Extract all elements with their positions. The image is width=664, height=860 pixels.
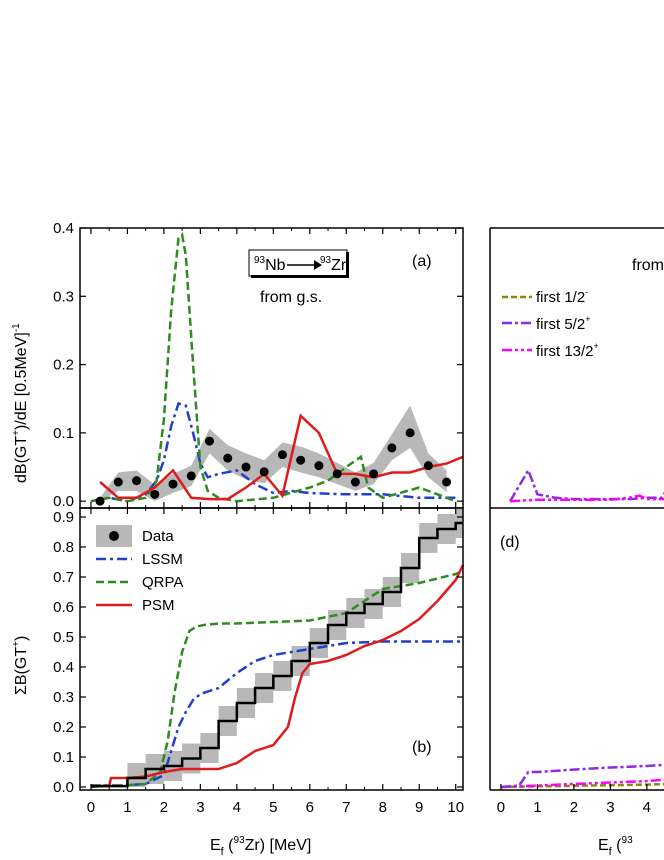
panel-b-ytick-label-9: 0.9 [53, 509, 74, 526]
legend-label-first-13-2: first 13/2+ [536, 341, 599, 360]
panel-b-xtick-label-10: 10 [447, 799, 464, 816]
panel-a-ytick-label-1: 0.1 [53, 425, 74, 442]
panel-b-xtick-label-3: 3 [196, 799, 204, 816]
reaction-to-element: Zr [331, 257, 347, 274]
panel-a-data-point-2 [132, 476, 142, 486]
panel-b-ytick-label-2: 0.2 [53, 719, 74, 736]
panel-a-ytick-label-2: 0.2 [53, 357, 74, 374]
panel-b: 0 1 2 3 4 5 6 7 8 9 10 0.0 0.1 0.2 0.3 0.4 0.5 0.6 0.7 0.8 0… [53, 507, 465, 816]
panel-a-data-point-17 [405, 428, 415, 438]
panel-a-data-point-5 [186, 471, 196, 481]
panel-b-xtick-label-6: 6 [306, 799, 314, 816]
panel-a-ylabel: dB(GT+)/dE [0.5MeV]-1 [11, 323, 30, 483]
panel-b-ytick-label-0: 0.0 [53, 779, 74, 796]
panel-a-data-point-0 [95, 496, 105, 506]
legend-data-marker [109, 531, 119, 541]
panel-b-ytick-label-3: 0.3 [53, 689, 74, 706]
panel-b-xtick-label-4: 4 [233, 799, 241, 816]
x-axis-label: Ef (93Zr) [MeV] [210, 835, 311, 858]
panel-b-xtick-label-9: 9 [415, 799, 423, 816]
panel-b-ytick-label-4: 0.4 [53, 659, 74, 676]
panel-d-xtick-label-0: 0 [497, 799, 505, 816]
right-x-axis-label: Ef (93 [598, 835, 633, 858]
panel-a-ytick-label-3: 0.3 [53, 288, 74, 305]
panel-b-ytick-label-7: 0.7 [53, 569, 74, 586]
reaction-from-element: Nb [265, 257, 286, 274]
panel-d: 0 1 2 3 4 [489, 508, 664, 816]
panel-c-title: from [632, 257, 664, 274]
panel-a-data-point-19 [442, 477, 452, 487]
panel-b-series-qrpa [90, 569, 464, 787]
reaction-box: 93Nb 93Zr [248, 249, 349, 278]
panel-b-ytick-label-5: 0.5 [53, 629, 74, 646]
panel-c-legend: first 1/2- first 5/2+ first 13/2+ [502, 287, 599, 360]
svg-text:93Zr: 93Zr [320, 255, 347, 274]
panel-d-series-first-13-2 [500, 778, 664, 789]
reaction-arrowhead [314, 260, 322, 270]
panel-a-label: (a) [412, 253, 432, 270]
panel-d-xtick-label-1: 1 [533, 799, 541, 816]
panel-d-xtick-label-3: 3 [606, 799, 614, 816]
panel-b-frame [79, 507, 464, 791]
panel-a-data-point-18 [423, 461, 433, 471]
panel-d-label: (d) [500, 534, 520, 551]
panel-a-data-point-4 [168, 479, 178, 489]
panel-a-data-point-12 [314, 461, 324, 471]
legend-label-first-5-2: first 5/2+ [536, 314, 590, 333]
panel-b-ytick-label-6: 0.6 [53, 599, 74, 616]
panel-b-data-steps [90, 521, 463, 788]
legend-label-lssm: LSSM [142, 551, 183, 568]
panel-a-data-point-15 [369, 469, 379, 479]
legend-label-psm: PSM [142, 597, 175, 614]
panel-a-data-point-11 [296, 455, 306, 465]
panel-a-ytick-label-4: 0.4 [53, 220, 74, 237]
panel-c-series-first-13-2 [510, 494, 664, 503]
panel-a-data-band [100, 405, 447, 502]
panel-a-series-qrpa [90, 232, 457, 503]
reaction-from-mass: 93 [254, 255, 266, 266]
panel-a-data-point-7 [223, 453, 233, 463]
panel-a-data-point-14 [350, 477, 360, 487]
panel-a-data-point-16 [387, 443, 397, 453]
legend-label-qrpa: QRPA [142, 574, 183, 591]
legend-label-first-1-2: first 1/2- [536, 287, 588, 306]
panel-a-ytick-label-0: 0.0 [53, 493, 74, 510]
panel-d-xtick-label-4: 4 [643, 799, 651, 816]
panel-b-xtick-label-0: 0 [87, 799, 95, 816]
panel-b-label: (b) [412, 739, 432, 756]
panel-a-data-point-9 [259, 467, 269, 477]
panel-b-xtick-label-8: 8 [379, 799, 387, 816]
panel-b-ytick-label-1: 0.1 [53, 749, 74, 766]
panel-b-data-band-2 [127, 763, 146, 787]
reaction-to-mass: 93 [320, 255, 332, 266]
legend-label-data: Data [142, 528, 174, 545]
panel-b-xtick-label-7: 7 [342, 799, 350, 816]
panel-a-data-point-8 [241, 462, 251, 472]
panel-b-xtick-label-2: 2 [160, 799, 168, 816]
panel-a-data-point-13 [332, 469, 342, 479]
panel-b-legend: Data LSSM QRPA PSM [96, 525, 183, 614]
panel-b-xtick-label-1: 1 [123, 799, 131, 816]
panel-b-ylabel: ΣB(GT+) [11, 636, 30, 695]
panel-b-ytick-label-8: 0.8 [53, 539, 74, 556]
panel-a-data-point-10 [277, 450, 287, 460]
panel-a-series-psm [99, 413, 464, 501]
panel-c [489, 227, 664, 509]
panel-b-xtick-label-5: 5 [269, 799, 277, 816]
panel-a-data-point-3 [150, 489, 160, 499]
panel-d-xtick-label-2: 2 [570, 799, 578, 816]
svg-text:93Nb: 93Nb [254, 255, 286, 274]
panel-a-subtitle: from g.s. [260, 289, 322, 306]
panel-b-series-lssm [90, 640, 463, 787]
panel-a-data-point-6 [204, 436, 214, 446]
panel-d-series-first-5-2 [500, 763, 664, 789]
panel-a-data-point-1 [113, 477, 123, 487]
